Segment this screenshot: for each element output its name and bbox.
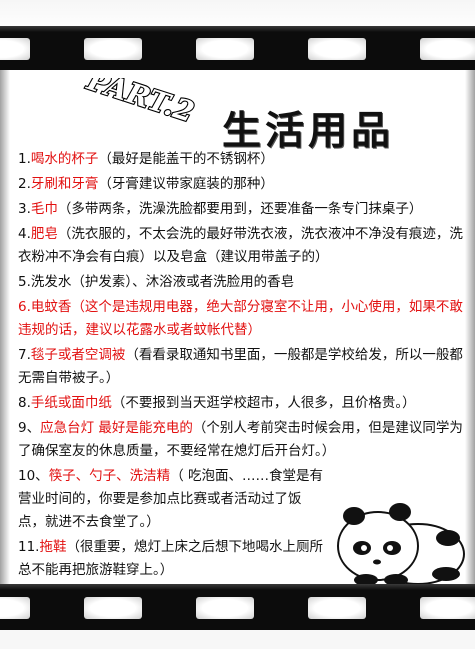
list-item: 7.毯子或者空调被（看看录取通知书里面，一般都是学校给发，所以一般都无需自带被子… [18,347,463,386]
film-strip-top [0,26,475,70]
item-highlight: 喝水的杯子 [30,151,99,167]
film-edge-right [465,70,475,585]
bottom-background [0,630,475,649]
film-perforation [196,38,254,60]
item-highlight: 电蚊香 [30,299,72,315]
list-item: 5.洗发水（护发素）、沐浴液或者洗脸用的香皂 [18,274,295,290]
list-item: 9、应急台灯 最好是能充电的（个别人考前突击时候会用，但是建议同学为了确保室友的… [18,420,463,459]
list-item: 6.电蚊香（这个是违规用电器，绝大部分寝室不让用，小心使用，如果不敢违规的话，建… [18,299,463,338]
film-perforation [84,597,142,619]
list-item: 3.毛巾（多带两条，洗澡洗脸都要用到，还要准备一条专门抹桌子） [18,201,423,217]
item-highlight: 应急台灯 最好是能充电的 [40,420,193,436]
film-edge-left [0,70,10,585]
list-item: 2.牙刷和牙膏（牙膏建议带家庭装的那种） [18,176,274,192]
film-perforation [308,38,366,60]
item-highlight: 拖鞋 [39,539,67,555]
film-perforation [420,38,475,60]
panda-icon [337,503,465,586]
film-perforation [0,597,30,619]
list-item: 11.拖鞋（很重要，熄灯上床之后想下地喝水上厕所总不能再把旅游鞋穿上。） [18,539,323,578]
film-perforation [308,597,366,619]
film-perforation [0,38,30,60]
list-item: 1.喝水的杯子（最好是能盖干的不锈钢杯） [18,151,274,167]
top-background [0,0,475,30]
item-highlight: 牙刷和牙膏 [30,176,99,192]
page-title: 生活用品 [222,109,395,154]
film-perforation [84,38,142,60]
item-highlight: 筷子、勺子、洗洁精 [48,468,171,484]
list-item: 8.手纸或面巾纸（不要报到当天逛学校超市，人很多，且价格贵。） [18,395,416,411]
film-perforation [420,597,475,619]
item-highlight: 手纸或面巾纸 [30,395,112,411]
list-item: 4.肥皂（洗衣服的，不太会洗的最好带洗衣液，洗衣液冲不净没有痕迹，洗衣粉冲不净会… [18,226,463,265]
item-list: 1.喝水的杯子（最好是能盖干的不锈钢杯） 2.牙刷和牙膏（牙膏建议带家庭装的那种… [18,148,464,584]
film-perforation [196,597,254,619]
part-logo: PART.2 [81,78,199,130]
list-item: 10、筷子、勺子、洗洁精（ 吃泡面、……食堂是有营业时间的，你要是参加点比赛或者… [18,468,323,530]
part-logo-text: PART.2 [82,78,198,129]
item-highlight: 肥皂 [30,226,58,242]
item-highlight: 毛巾 [30,201,58,217]
item-highlight: 毯子或者空调被 [30,347,126,363]
film-strip-bottom [0,584,475,630]
